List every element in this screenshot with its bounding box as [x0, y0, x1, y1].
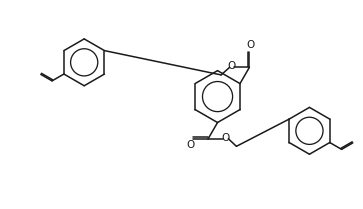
Text: O: O — [222, 133, 230, 143]
Text: O: O — [187, 140, 195, 150]
Text: O: O — [247, 40, 255, 50]
Text: O: O — [228, 61, 236, 71]
